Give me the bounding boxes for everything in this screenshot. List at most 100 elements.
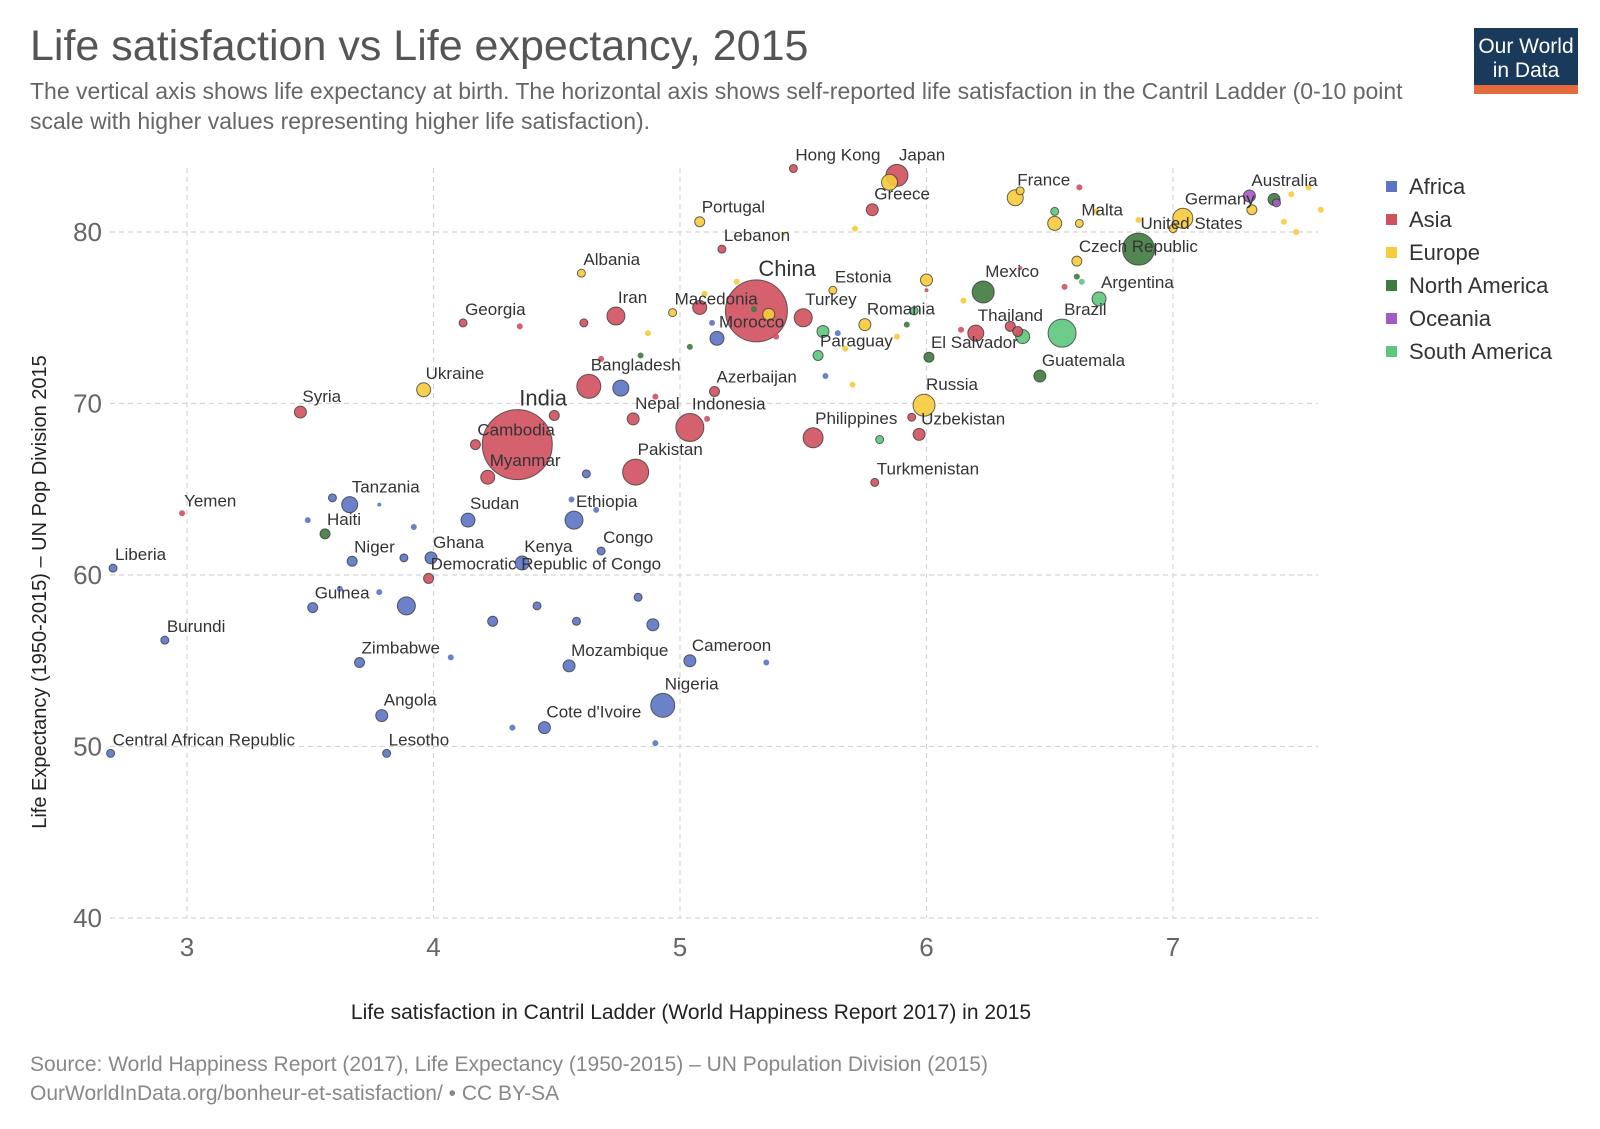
data-point[interactable]: [562, 659, 576, 673]
legend-item[interactable]: South America: [1386, 335, 1552, 368]
data-point[interactable]: [382, 748, 392, 758]
data-point[interactable]: [828, 285, 838, 295]
data-point[interactable]: [319, 528, 331, 540]
data-point[interactable]: [692, 299, 708, 315]
data-point[interactable]: [709, 319, 716, 326]
data-point[interactable]: [793, 308, 813, 328]
data-point[interactable]: [694, 216, 706, 228]
data-point[interactable]: [1288, 191, 1295, 198]
data-point[interactable]: [709, 330, 725, 346]
data-point[interactable]: [108, 563, 118, 573]
data-point[interactable]: [865, 203, 879, 217]
data-point[interactable]: [812, 349, 824, 361]
data-point[interactable]: [375, 709, 389, 723]
legend-item[interactable]: Europe: [1386, 236, 1552, 269]
data-point[interactable]: [564, 510, 584, 530]
data-point[interactable]: [724, 279, 788, 343]
data-point[interactable]: [346, 555, 358, 567]
data-point[interactable]: [971, 280, 995, 304]
data-point[interactable]: [822, 373, 829, 380]
legend-item[interactable]: Africa: [1386, 170, 1552, 203]
data-point[interactable]: [423, 572, 435, 584]
data-point[interactable]: [606, 306, 626, 326]
data-point[interactable]: [336, 585, 343, 592]
data-point[interactable]: [1172, 207, 1194, 229]
data-point[interactable]: [842, 345, 849, 352]
data-point[interactable]: [410, 523, 417, 530]
legend-item[interactable]: North America: [1386, 269, 1552, 302]
data-point[interactable]: [849, 381, 856, 388]
data-point[interactable]: [717, 244, 727, 254]
data-point[interactable]: [537, 721, 551, 735]
data-point[interactable]: [762, 307, 776, 321]
data-point[interactable]: [377, 502, 382, 507]
data-point[interactable]: [548, 410, 560, 422]
data-point[interactable]: [788, 164, 798, 174]
data-point[interactable]: [1012, 325, 1024, 337]
data-point[interactable]: [709, 385, 721, 397]
data-point[interactable]: [481, 409, 553, 481]
data-point[interactable]: [802, 427, 824, 449]
data-point[interactable]: [633, 592, 643, 602]
data-point[interactable]: [1246, 204, 1258, 216]
data-point[interactable]: [1004, 320, 1016, 332]
data-point[interactable]: [870, 477, 880, 487]
data-point[interactable]: [293, 405, 307, 419]
data-point[interactable]: [399, 553, 409, 563]
data-point[interactable]: [416, 382, 432, 398]
data-point[interactable]: [912, 427, 926, 441]
data-point[interactable]: [1280, 218, 1287, 225]
data-point[interactable]: [598, 355, 605, 362]
data-point[interactable]: [1018, 266, 1023, 271]
data-point[interactable]: [923, 351, 935, 363]
data-point[interactable]: [903, 321, 910, 328]
data-point[interactable]: [652, 740, 659, 747]
data-point[interactable]: [701, 290, 708, 297]
data-point[interactable]: [1033, 369, 1047, 383]
data-point[interactable]: [593, 506, 600, 513]
data-point[interactable]: [1074, 218, 1084, 228]
data-point[interactable]: [1047, 318, 1077, 348]
data-point[interactable]: [106, 748, 116, 758]
data-point[interactable]: [881, 173, 899, 191]
data-point[interactable]: [675, 413, 705, 443]
data-point[interactable]: [920, 273, 933, 287]
data-point[interactable]: [354, 656, 366, 668]
data-point[interactable]: [1078, 278, 1085, 285]
data-point[interactable]: [1121, 232, 1155, 266]
data-point[interactable]: [1317, 206, 1324, 213]
data-point[interactable]: [958, 326, 965, 333]
data-point[interactable]: [596, 546, 606, 556]
data-point[interactable]: [1050, 206, 1060, 216]
data-point[interactable]: [644, 330, 651, 337]
data-point[interactable]: [1091, 291, 1107, 307]
data-point[interactable]: [1015, 186, 1025, 196]
data-point[interactable]: [875, 435, 885, 445]
data-point[interactable]: [581, 469, 591, 479]
data-point[interactable]: [626, 412, 640, 426]
data-point[interactable]: [179, 510, 186, 517]
data-point[interactable]: [376, 589, 383, 596]
data-point[interactable]: [460, 512, 476, 528]
data-point[interactable]: [327, 493, 337, 503]
data-point[interactable]: [1168, 224, 1178, 234]
data-point[interactable]: [424, 551, 438, 565]
data-point[interactable]: [960, 297, 967, 304]
legend-item[interactable]: Asia: [1386, 203, 1552, 236]
data-point[interactable]: [487, 615, 499, 627]
data-point[interactable]: [1242, 189, 1256, 203]
data-point[interactable]: [893, 333, 900, 340]
data-point[interactable]: [458, 318, 468, 328]
data-point[interactable]: [733, 278, 740, 285]
data-point[interactable]: [469, 439, 481, 451]
data-point[interactable]: [576, 268, 586, 278]
legend-item[interactable]: Oceania: [1386, 302, 1552, 335]
data-point[interactable]: [852, 225, 859, 232]
data-point[interactable]: [612, 379, 630, 397]
data-point[interactable]: [1272, 198, 1282, 208]
data-point[interactable]: [514, 555, 530, 571]
data-point[interactable]: [763, 659, 770, 666]
data-point[interactable]: [650, 692, 676, 718]
data-point[interactable]: [568, 496, 575, 503]
data-point[interactable]: [668, 308, 678, 318]
